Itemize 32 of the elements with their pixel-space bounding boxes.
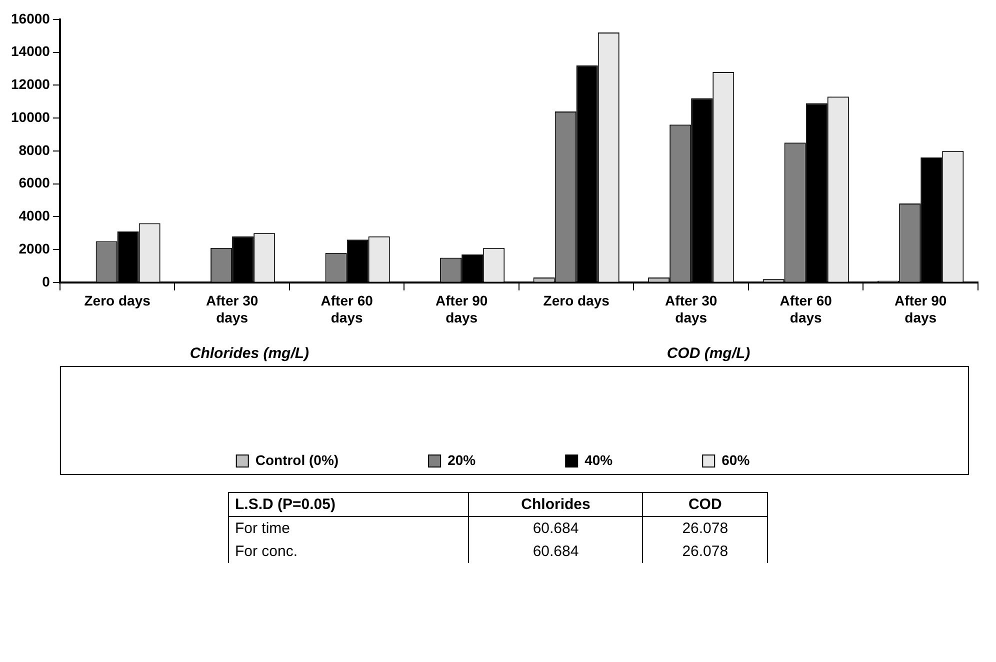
text: 26.078 xyxy=(642,540,768,563)
x-tick-label: After 90 days xyxy=(436,292,488,326)
text: Chlorides xyxy=(468,492,643,516)
x-tick-label: After 30 days xyxy=(206,292,258,326)
x-tick-label: Zero days xyxy=(543,292,610,309)
legend-label: 20% xyxy=(448,452,476,468)
text: Chlorides (mg/L) xyxy=(190,345,310,362)
text: For time xyxy=(228,516,469,540)
y-tick-label: 8000 xyxy=(18,142,50,158)
text: 26.078 xyxy=(642,516,768,540)
y-tick-label: 2000 xyxy=(18,240,50,256)
legend-label: Control (0%) xyxy=(255,452,339,468)
x-tick-label: After 60 days xyxy=(780,292,832,326)
text: 60.684 xyxy=(468,516,643,540)
x-tick-label: After 90 days xyxy=(894,292,947,326)
legend-label: 40% xyxy=(584,452,614,468)
x-tick-label: After 30 days xyxy=(665,292,718,326)
y-tick-label: 6000 xyxy=(18,174,50,191)
y-tick-label: 16000 xyxy=(10,10,50,26)
x-tick-label: After 60 days xyxy=(320,292,374,326)
y-tick-label: 12000 xyxy=(10,76,50,92)
y-tick-label: 0 xyxy=(42,273,50,290)
y-tick-label: 10000 xyxy=(10,108,50,125)
text: 60.684 xyxy=(468,540,643,563)
text: COD (mg/L) xyxy=(666,345,750,362)
text: For conc. xyxy=(228,540,469,563)
text: L.S.D (P=0.05) xyxy=(228,492,469,516)
x-tick-label: Zero days xyxy=(84,292,151,309)
y-tick-label: 4000 xyxy=(18,208,50,224)
y-tick-label: 14000 xyxy=(10,43,50,60)
legend-label: 60% xyxy=(722,452,750,468)
text: COD xyxy=(642,492,768,516)
